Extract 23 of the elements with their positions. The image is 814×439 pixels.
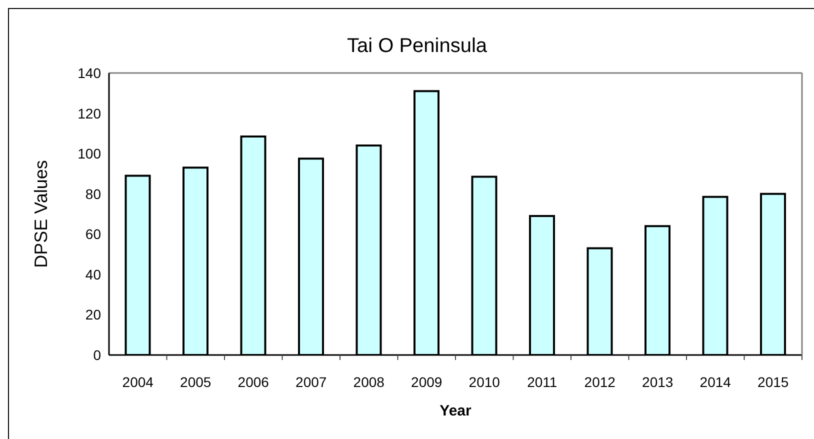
y-axis-title: DPSE Values: [31, 160, 51, 268]
x-axis-title: Year: [440, 402, 472, 420]
x-tick-label: 2009: [411, 374, 442, 390]
y-tick-label: 20: [85, 306, 102, 323]
y-tick-label: 120: [78, 105, 102, 122]
y-tick-label: 60: [85, 226, 102, 242]
x-tick-label: 2010: [468, 374, 500, 390]
chart-title: Tai O Peninsula: [346, 34, 488, 58]
y-tick-label: 40: [85, 266, 102, 282]
y-tick-label: 100: [78, 146, 102, 162]
x-tick-label: 2004: [122, 374, 154, 390]
x-tick-label: 2006: [238, 374, 270, 390]
x-tick-label: 2008: [353, 374, 385, 390]
x-tick-label: 2011: [527, 374, 558, 390]
y-tick-label: 80: [85, 186, 102, 202]
y-tick-label: 140: [78, 64, 102, 81]
x-tick-label: 2015: [758, 374, 789, 390]
x-tick-label: 2012: [584, 374, 616, 390]
x-tick-label: 2005: [180, 374, 212, 390]
x-tick-label: 2014: [700, 374, 732, 390]
y-tick-label: 0: [93, 346, 102, 363]
x-tick-label: 2007: [296, 374, 327, 390]
x-tick-label: 2013: [642, 374, 674, 390]
